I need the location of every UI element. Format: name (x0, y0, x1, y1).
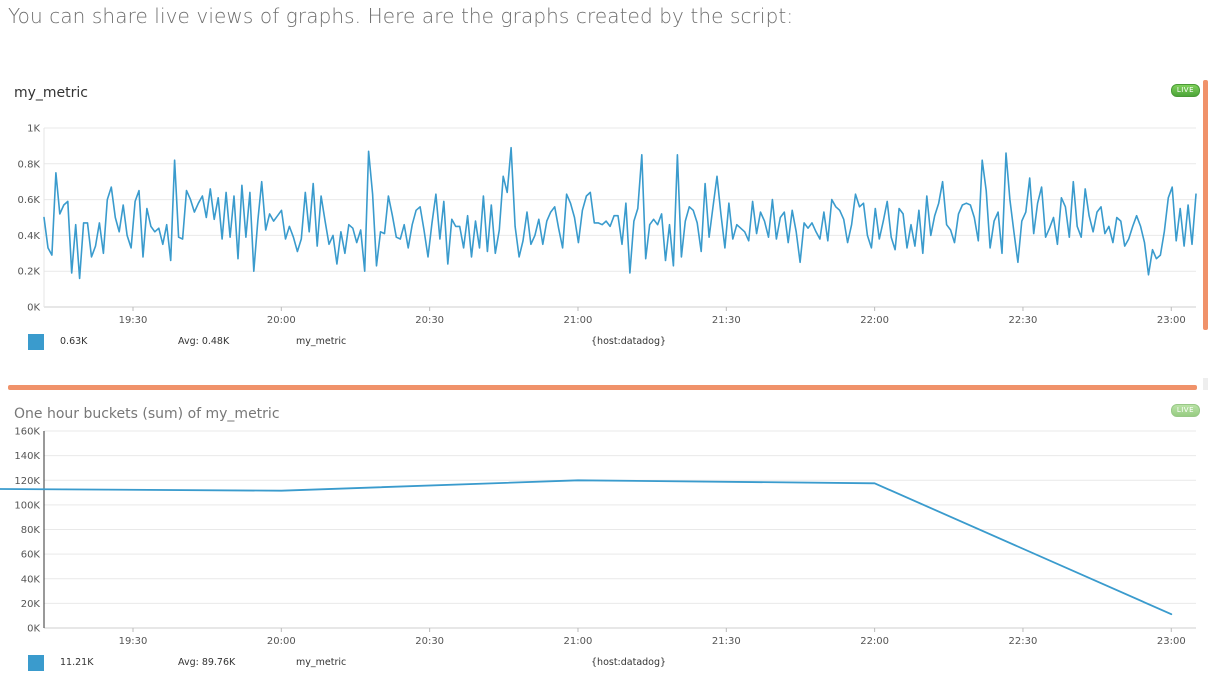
x-tick-label: 20:00 (267, 636, 296, 647)
y-tick-label: 0K (27, 303, 40, 314)
graph-panel-hour-buckets: One hour buckets (sum) of my_metric LIVE… (0, 398, 1225, 679)
x-tick-label: 20:00 (267, 315, 296, 326)
x-tick-label: 21:30 (712, 636, 741, 647)
legend-metric-name: my_metric (296, 657, 347, 668)
legend-average: Avg: 89.76K (178, 657, 236, 668)
legend-current-value: 0.63K (60, 336, 88, 347)
live-badge[interactable]: LIVE (1170, 404, 1200, 417)
graph-panel-my-metric: my_metric LIVE 0K 0.2K 0.4K 0.6K 0.8K 1K 19:30… (0, 78, 1225, 378)
x-tick-label: 21:30 (712, 315, 741, 326)
horizontal-resize-handle[interactable] (8, 385, 1197, 390)
series-color-swatch (28, 655, 44, 671)
live-badge[interactable]: LIVE (1170, 84, 1200, 97)
y-tick-label: 0K (27, 624, 40, 635)
graph-title: One hour buckets (sum) of my_metric (14, 406, 280, 422)
y-tick-label: 60K (21, 550, 41, 561)
x-tick-label: 21:00 (564, 315, 593, 326)
y-tick-label: 0.2K (18, 267, 41, 278)
legend-scope: {host:datadog} (591, 657, 667, 668)
legend-metric-name: my_metric (296, 336, 347, 347)
x-tick-label: 20:30 (415, 636, 444, 647)
series-line (43, 146, 1197, 280)
y-tick-label: 120K (14, 476, 40, 487)
y-tick-label: 0.4K (18, 231, 41, 242)
line-chart-my-metric[interactable]: 0K 0.2K 0.4K 0.6K 0.8K 1K 19:30 20:00 20:30 21:00… (0, 98, 1225, 328)
vertical-resize-handle[interactable] (1203, 80, 1208, 330)
y-tick-label: 140K (14, 451, 40, 462)
y-tick-label: 80K (21, 525, 41, 536)
y-tick-label: 160K (14, 427, 40, 438)
legend-scope: {host:datadog} (591, 336, 667, 347)
legend-row: 11.21K Avg: 89.76K my_metric {host:datad… (0, 655, 1225, 671)
x-tick-label: 22:00 (860, 636, 889, 647)
y-tick-label: 100K (14, 500, 40, 511)
x-tick-label: 23:00 (1157, 315, 1186, 326)
x-tick-label: 20:30 (415, 315, 444, 326)
y-tick-label: 40K (21, 574, 41, 585)
series-color-swatch (28, 334, 44, 350)
x-tick-label: 22:30 (1009, 636, 1038, 647)
series-line (0, 479, 1173, 616)
x-tick-label: 19:30 (119, 315, 148, 326)
line-chart-hour-buckets[interactable]: 0K 20K 40K 60K 80K 100K 120K 140K 160K 19:30 20:00… (0, 418, 1225, 648)
graph-title: my_metric (14, 85, 89, 101)
x-tick-label: 19:30 (119, 636, 148, 647)
x-tick-label: 22:00 (860, 315, 889, 326)
y-tick-label: 0.6K (18, 195, 41, 206)
y-tick-label: 20K (21, 599, 41, 610)
y-tick-label: 0.8K (18, 159, 41, 170)
y-tick-label: 1K (27, 124, 40, 135)
legend-row: 0.63K Avg: 0.48K my_metric {host:datadog… (0, 334, 1225, 350)
legend-average: Avg: 0.48K (178, 336, 230, 347)
scrollbar-stub (1203, 378, 1208, 390)
x-tick-label: 23:00 (1157, 636, 1186, 647)
intro-text: You can share live views of graphs. Here… (8, 4, 794, 28)
x-tick-label: 21:00 (564, 636, 593, 647)
x-tick-label: 22:30 (1009, 315, 1038, 326)
legend-current-value: 11.21K (60, 657, 94, 668)
